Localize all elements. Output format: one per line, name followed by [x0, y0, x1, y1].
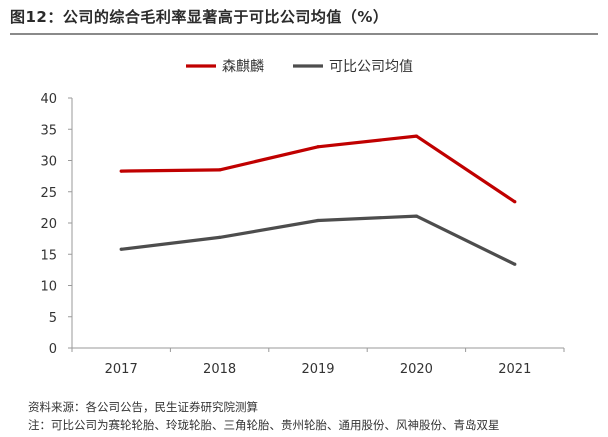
data-point	[218, 168, 222, 172]
legend-label: 森麒麟	[222, 59, 264, 75]
data-point	[513, 262, 517, 266]
comparables-note: 注：可比公司为赛轮轮胎、玲珑轮胎、三角轮胎、贵州轮胎、通用股份、风神股份、青岛双…	[28, 418, 500, 432]
x-tick-label: 2020	[400, 362, 433, 377]
y-tick-label: 20	[40, 217, 57, 232]
legend: 森麒麟 可比公司均值	[186, 59, 413, 75]
series-line-1	[121, 214, 516, 266]
y-tick-label: 15	[40, 248, 57, 263]
data-point	[414, 214, 418, 218]
data-point	[513, 200, 517, 204]
data-point	[414, 134, 418, 138]
data-point	[316, 218, 320, 223]
axes: 0 5 10 15 20 25 30 35 40 2017 2018 2019 2020 2021	[40, 92, 565, 377]
legend-label: 可比公司均值	[329, 59, 413, 75]
x-tick-label: 2021	[498, 362, 531, 377]
line-chart: 0 5 10 15 20 25 30 35 40 2017 2018 2019 2020 2021 森麒麟…	[40, 59, 565, 377]
title-divider	[10, 33, 598, 35]
data-point	[119, 169, 123, 173]
y-tick-label: 35	[40, 123, 57, 138]
data-point	[119, 247, 123, 251]
data-point	[218, 235, 222, 239]
y-tick-label: 40	[40, 92, 57, 107]
data-point	[316, 145, 320, 149]
y-tick-label: 25	[40, 186, 57, 201]
series-lines	[119, 134, 517, 266]
y-tick-label: 5	[49, 311, 57, 326]
y-tick-label: 10	[40, 280, 57, 295]
x-tick-label: 2017	[105, 362, 138, 377]
y-tick-label: 0	[49, 342, 57, 357]
y-tick-label: 30	[40, 155, 57, 170]
chart-title: 图12：公司的综合毛利率显著高于可比公司均值（%）	[10, 8, 389, 26]
source-note: 资料来源：各公司公告，民生证券研究院测算	[28, 400, 258, 414]
x-tick-label: 2018	[203, 362, 236, 377]
x-tick-label: 2019	[301, 362, 334, 377]
